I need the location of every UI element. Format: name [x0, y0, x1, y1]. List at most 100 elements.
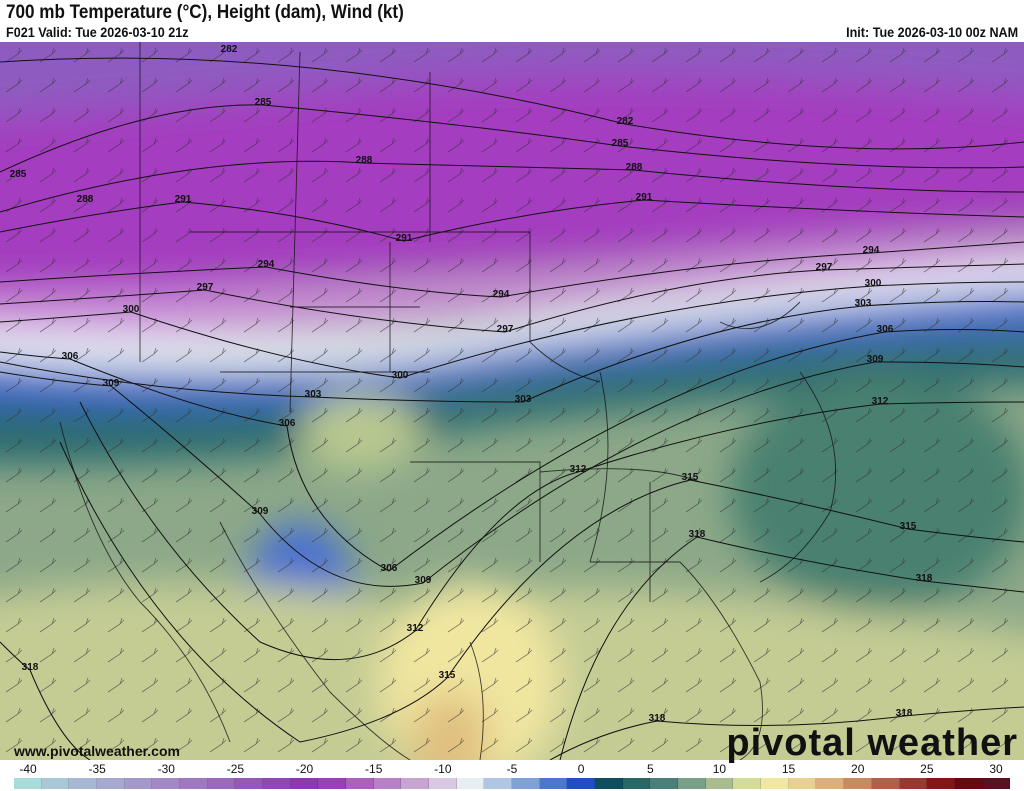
colorbar-cell [318, 778, 347, 789]
colorbar-cell [788, 778, 817, 789]
colorbar-cell [982, 778, 1011, 789]
contour-label: 312 [407, 623, 424, 634]
contour-label: 291 [396, 233, 413, 244]
contour-label: 300 [123, 304, 140, 315]
contour-label: 318 [22, 662, 39, 673]
colorbar-tick: 10 [712, 762, 727, 776]
contour-label: 303 [305, 389, 322, 400]
temperature-field: 282 282 285 285 285 288 288 288 291 291 291 294 294 2… [0, 42, 1024, 760]
contour-label: 303 [515, 394, 532, 405]
colorbar-cell [69, 778, 98, 789]
colorbar-cell [152, 778, 181, 789]
colorbar-cell [539, 778, 568, 789]
colorbar-tick: -15 [365, 762, 383, 776]
contour-label: 297 [816, 262, 833, 273]
contour-label: 315 [439, 670, 456, 681]
contour-label: 306 [877, 324, 894, 335]
brand-logo: pivotal weather [726, 722, 1018, 764]
weather-map: 282 282 285 285 285 288 288 288 291 291 291 294 294 2… [0, 42, 1024, 760]
contour-label: 318 [689, 529, 706, 540]
colorbar-cell [844, 778, 872, 789]
colorbar-cell [14, 778, 42, 789]
contour-label: 309 [103, 378, 120, 389]
colorbar-tick: 25 [920, 762, 934, 776]
contour-label: 309 [415, 575, 432, 586]
colorbar-tick: -30 [157, 762, 175, 776]
colorbar-tick: -40 [19, 762, 37, 776]
colorbar-cell [290, 778, 319, 789]
contour-label: 285 [255, 97, 272, 108]
contour-label: 288 [356, 155, 373, 166]
contour-label: 294 [493, 289, 510, 300]
contour-label: 300 [392, 370, 409, 381]
colorbar-cell [705, 778, 734, 789]
colorbar-cell [512, 778, 540, 789]
colorbar-cell [263, 778, 291, 789]
colorbar-cell [180, 778, 208, 789]
temperature-colorbar: -40 -35 -30 -25 -20 -15 -10 -5 0 5 10 15 20 25 30 [14, 762, 1011, 791]
contour-label: 291 [636, 192, 653, 203]
contour-label: 294 [863, 245, 880, 256]
contour-label: 318 [916, 573, 933, 584]
contour-label: 291 [175, 194, 192, 205]
contour-label: 303 [855, 298, 872, 309]
colorbar-tick: 30 [989, 762, 1003, 776]
colorbar-tick: 20 [851, 762, 865, 776]
contour-label: 297 [497, 324, 514, 335]
contour-label: 288 [626, 162, 643, 173]
colorbar-tick: 0 [577, 762, 585, 776]
colorbar-cell [678, 778, 706, 789]
colorbar-cell [650, 778, 679, 789]
colorbar-cell [124, 778, 153, 789]
colorbar-cell [484, 778, 513, 789]
contour-label: 318 [896, 708, 913, 719]
colorbar-tick: 15 [781, 762, 796, 776]
colorbar-tick: -35 [88, 762, 106, 776]
contour-label: 294 [258, 259, 275, 270]
colorbar-cell [207, 778, 236, 789]
contour-label: 306 [381, 563, 398, 574]
colorbar-cell [899, 778, 928, 789]
colorbar-cell [622, 778, 651, 789]
map-title: 700 mb Temperature (°C), Height (dam), W… [6, 2, 404, 23]
colorbar-cell [927, 778, 955, 789]
colorbar-cell [346, 778, 374, 789]
contour-label: 312 [570, 464, 587, 475]
init-time: Init: Tue 2026-03-10 00z NAM [845, 24, 1018, 40]
contour-label: 315 [900, 521, 917, 532]
colorbar-cell [97, 778, 125, 789]
contour-label: 300 [865, 278, 882, 289]
colorbar-tick: -25 [226, 762, 245, 776]
colorbar-cell [567, 778, 596, 789]
contour-label: 285 [10, 169, 27, 180]
colorbar-cell [401, 778, 430, 789]
contour-label: 309 [867, 354, 884, 365]
valid-time: F021 Valid: Tue 2026-03-10 21z [6, 24, 189, 40]
contour-label: 282 [221, 44, 238, 55]
source-url[interactable]: www.pivotalweather.com [14, 743, 180, 759]
colorbar-tick: 5 [646, 762, 654, 776]
colorbar-cell [733, 778, 762, 789]
colorbar-cell [456, 778, 485, 789]
colorbar-tick: -20 [295, 762, 314, 776]
colorbar-cell [595, 778, 623, 789]
colorbar-tick: -10 [434, 762, 452, 776]
contour-label: 297 [197, 282, 214, 293]
colorbar-tick: -5 [506, 762, 518, 776]
contour-label: 306 [279, 418, 296, 429]
contour-label: 318 [649, 713, 666, 724]
contour-label: 285 [612, 138, 629, 149]
contour-label: 288 [77, 194, 94, 205]
colorbar-cell [429, 778, 457, 789]
colorbar-cell [41, 778, 70, 789]
contour-label: 282 [617, 116, 634, 127]
contour-label: 312 [872, 396, 889, 407]
colorbar-cell [954, 778, 983, 789]
contour-label: 306 [62, 351, 79, 362]
colorbar-cell [235, 778, 264, 789]
contour-label: 315 [682, 472, 699, 483]
colorbar-cell [373, 778, 402, 789]
colorbar-cell [816, 778, 845, 789]
colorbar-cell [871, 778, 900, 789]
colorbar-cell [761, 778, 789, 789]
